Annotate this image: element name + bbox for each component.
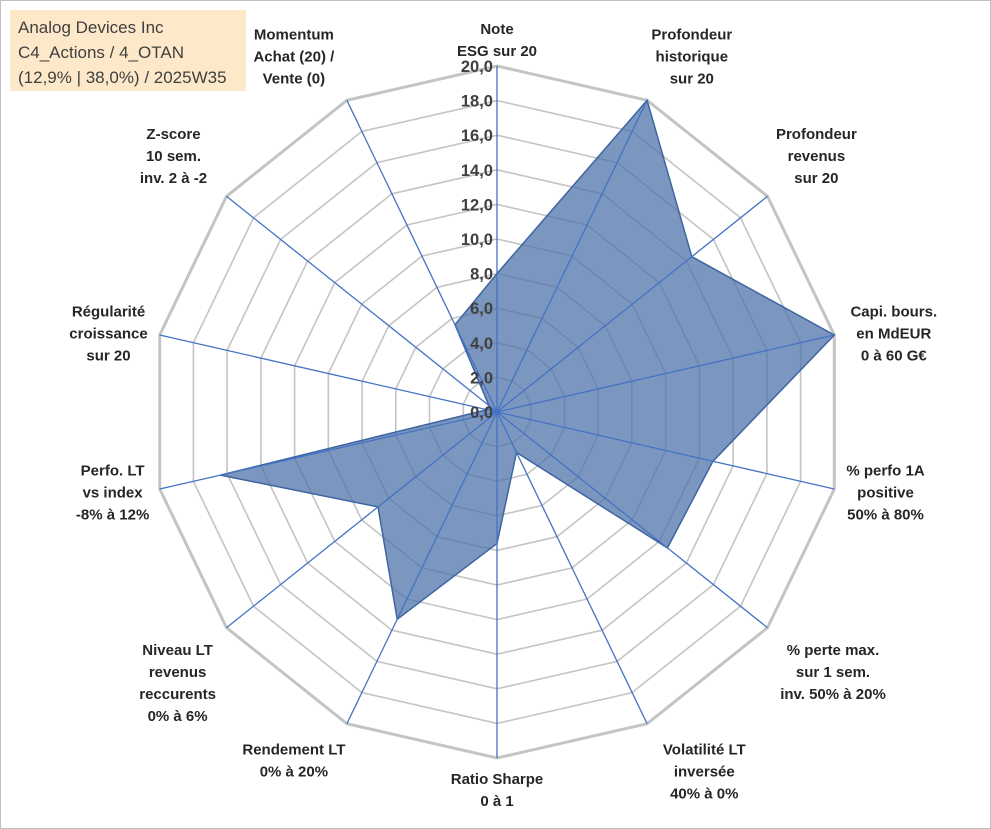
axis-label-11: Perfo. LT vs index -8% à 12% bbox=[76, 463, 149, 524]
axis-label-5: % perfo 1A positive 50% à 80% bbox=[846, 463, 925, 524]
axis-label-8: Ratio Sharpe 0 à 1 bbox=[451, 771, 544, 810]
axis-label-7: Volatilité LT inversée 40% à 0% bbox=[663, 742, 746, 803]
tick-label: 10,0 bbox=[461, 231, 493, 249]
tick-label: 8,0 bbox=[470, 266, 493, 284]
tick-label: 0,0 bbox=[470, 404, 493, 422]
radar-tick-labels: 0,0 2,0 4,0 6,0 8,0 10,0 12,0 14,0 16,0 18,0 20,0 bbox=[461, 58, 493, 422]
axis-label-6: % perte max. sur 1 sem. inv. 50% à 20% bbox=[780, 642, 886, 703]
tick-label: 18,0 bbox=[461, 93, 493, 111]
spoke-9 bbox=[346, 411, 498, 724]
axis-label-9: Rendement LT 0% à 20% bbox=[242, 742, 345, 781]
tick-label: 14,0 bbox=[461, 162, 493, 180]
spoke-12 bbox=[159, 334, 498, 413]
axis-label-14: Momentum Achat (20) / Vente (0) bbox=[253, 27, 335, 88]
radar-spokes bbox=[159, 66, 835, 758]
tick-label: 16,0 bbox=[461, 127, 493, 145]
spoke-14 bbox=[346, 100, 498, 413]
radar-series bbox=[220, 98, 836, 621]
spoke-7 bbox=[496, 411, 648, 724]
tick-label: 20,0 bbox=[461, 58, 493, 76]
tick-label: 6,0 bbox=[470, 300, 493, 318]
tick-label: 4,0 bbox=[470, 335, 493, 353]
tick-label: 12,0 bbox=[461, 196, 493, 214]
axis-label-13: Z-score 10 sem. inv. 2 à -2 bbox=[140, 126, 207, 187]
spoke-3 bbox=[496, 195, 768, 413]
company-name: Analog Devices Inc bbox=[18, 18, 164, 37]
spoke-13 bbox=[226, 195, 498, 413]
info-box: Analog Devices Inc C4_Actions / 4_OTAN (… bbox=[10, 10, 246, 91]
axis-label-12: Régularité croissance sur 20 bbox=[69, 303, 147, 364]
performance-stats: (12,9% | 38,0%) / 2025W35 bbox=[18, 68, 227, 87]
spoke-5 bbox=[496, 411, 835, 490]
axis-label-4: Capi. bours. en MdEUR 0 à 60 G€ bbox=[850, 303, 937, 364]
spoke-6 bbox=[496, 411, 768, 629]
tick-label: 2,0 bbox=[470, 369, 493, 387]
spoke-10 bbox=[226, 411, 498, 629]
radar-axis-labels: Note ESG sur 20 Profondeur historique sur 20… bbox=[69, 21, 937, 810]
spoke-11 bbox=[159, 411, 498, 490]
axis-label-1: Note ESG sur 20 bbox=[457, 21, 537, 60]
axis-label-2: Profondeur historique sur 20 bbox=[651, 27, 732, 88]
series-area bbox=[220, 98, 836, 621]
axis-label-3: Profondeur revenus sur 20 bbox=[776, 126, 857, 187]
spoke-4 bbox=[496, 334, 835, 413]
spoke-2 bbox=[496, 100, 648, 413]
portfolio-name: C4_Actions / 4_OTAN bbox=[18, 43, 184, 62]
axis-label-10: Niveau LT revenus reccurents 0% à 6% bbox=[139, 642, 216, 725]
